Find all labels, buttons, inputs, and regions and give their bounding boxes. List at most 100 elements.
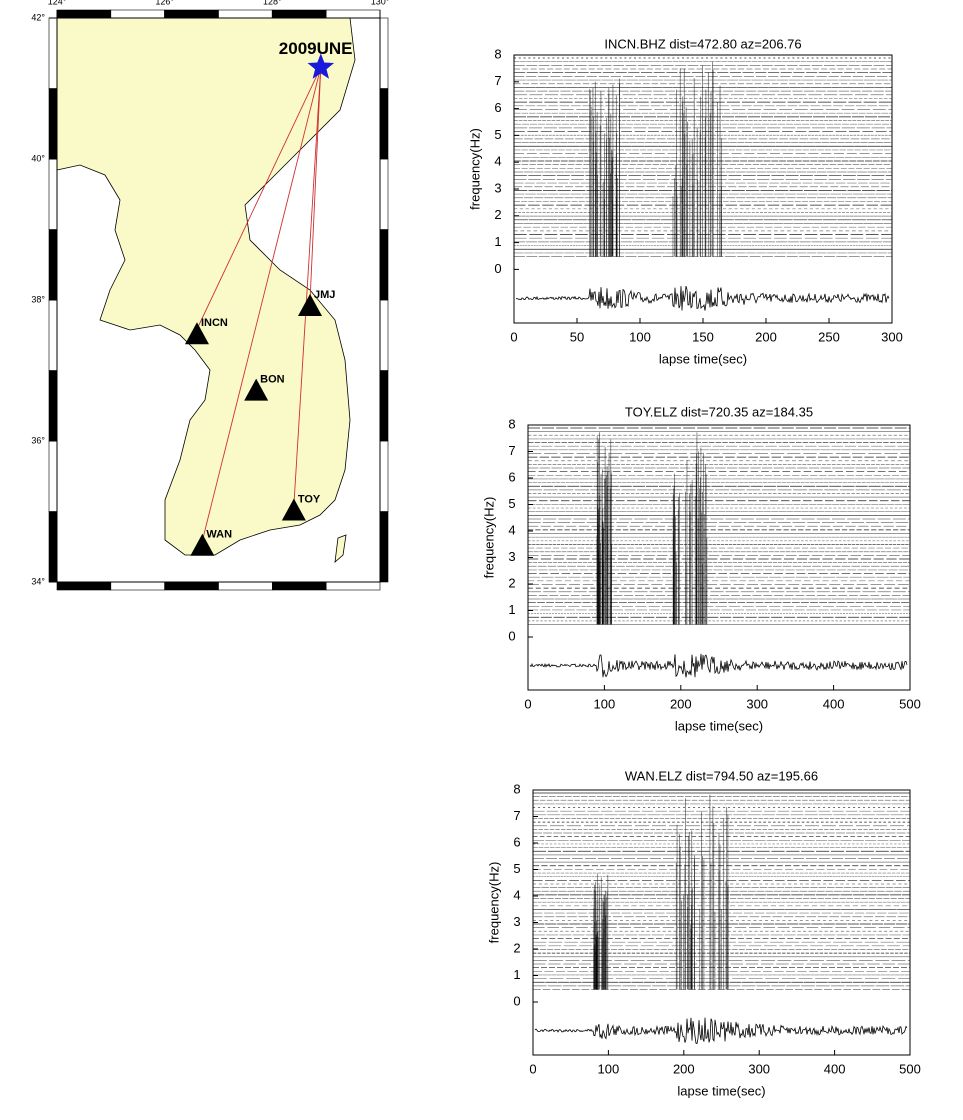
ray-path: [293, 67, 322, 506]
frame-bar: [110, 9, 165, 19]
x-tick-label: 300: [881, 329, 903, 344]
x-tick-label: 200: [755, 329, 777, 344]
y-tick-label: 2: [513, 940, 520, 955]
plot-frame: [527, 424, 911, 691]
frame-bar: [56, 9, 112, 19]
x-tick-label: 124°: [48, 0, 67, 6]
frame-bar: [110, 581, 165, 591]
y-tick-label: 36°: [31, 435, 45, 445]
x-axis-label: lapse time(sec): [675, 718, 763, 733]
x-tick-label: 126°: [155, 0, 174, 6]
ray-path: [309, 67, 322, 302]
y-tick-label: 3: [508, 549, 515, 564]
waveform: [534, 1017, 908, 1044]
island: [334, 534, 347, 563]
y-axis-label: frequency(Hz): [467, 128, 482, 210]
x-tick-label: 0: [529, 1061, 536, 1076]
frame-bar: [379, 229, 389, 301]
x-tick-label: 100: [598, 1061, 620, 1076]
frame-bar: [164, 581, 219, 591]
station-label: TOY: [298, 493, 321, 505]
frame-bar: [272, 9, 327, 19]
frame-bar: [48, 229, 58, 301]
station: [298, 294, 323, 317]
frame-bar: [272, 581, 327, 591]
frame-bar: [379, 511, 389, 583]
station: [190, 533, 215, 556]
panel-title: WAN.ELZ dist=794.50 az=195.66: [625, 768, 818, 783]
y-tick-label: 4: [508, 522, 515, 537]
frame-bar: [379, 158, 389, 230]
x-tick-label: 0: [510, 329, 517, 344]
y-tick-label: 3: [494, 180, 501, 195]
y-tick-label: 5: [508, 496, 515, 511]
frame-bar: [48, 158, 58, 230]
x-tick-label: 150: [692, 329, 714, 344]
y-tick-label: 5: [513, 861, 520, 876]
x-tick-label: 0: [524, 696, 531, 711]
frame-bar: [48, 17, 58, 89]
y-tick-label: 1: [494, 234, 501, 249]
y-tick-label: 7: [513, 808, 520, 823]
station-label: WAN: [206, 529, 232, 541]
y-tick-label: 7: [508, 443, 515, 458]
panel-title: TOY.ELZ dist=720.35 az=184.35: [625, 404, 813, 419]
frame-bar: [164, 9, 219, 19]
x-tick-label: 100: [629, 329, 651, 344]
x-tick-label: 400: [823, 696, 845, 711]
station-label: JMJ: [314, 289, 335, 301]
x-tick-label: 50: [570, 329, 584, 344]
waveform: [529, 653, 908, 678]
y-tick-label: 34°: [31, 576, 45, 586]
y-tick-label: 2: [494, 207, 501, 222]
frame-bar: [56, 581, 112, 591]
station: [281, 498, 306, 521]
frame-bar: [218, 9, 273, 19]
x-tick-label: 500: [899, 696, 921, 711]
frame-bar: [379, 17, 389, 89]
y-tick-label: 3: [513, 914, 520, 929]
frame-bar: [48, 299, 58, 371]
y-tick-label: 0: [508, 628, 515, 643]
x-tick-label: 130°: [371, 0, 390, 6]
y-axis-label: frequency(Hz): [481, 497, 496, 579]
y-tick-label: 8: [513, 781, 520, 796]
x-tick-label: 250: [818, 329, 840, 344]
frame-bar: [325, 9, 381, 19]
station: [244, 378, 269, 401]
event-label: 2009UNE: [279, 39, 353, 58]
y-axis-label: frequency(Hz): [486, 862, 501, 944]
frame-bar: [379, 88, 389, 160]
x-tick-label: 400: [824, 1061, 846, 1076]
x-axis-label: lapse time(sec): [659, 351, 747, 366]
y-tick-label: 40°: [31, 153, 45, 163]
frame-bar: [48, 511, 58, 583]
frame-bar: [48, 88, 58, 160]
x-axis-label: lapse time(sec): [677, 1083, 765, 1098]
y-tick-label: 38°: [31, 294, 45, 304]
y-tick-label: 42°: [31, 12, 45, 22]
y-tick-label: 8: [508, 416, 515, 431]
x-tick-label: 200: [670, 696, 692, 711]
y-tick-label: 8: [494, 46, 501, 61]
waveform: [515, 285, 890, 311]
ray-path: [201, 67, 322, 541]
panel-title: INCN.BHZ dist=472.80 az=206.76: [604, 36, 801, 51]
frame-bar: [379, 299, 389, 371]
y-tick-label: 0: [513, 993, 520, 1008]
x-tick-label: 128°: [263, 0, 282, 6]
y-tick-label: 5: [494, 127, 501, 142]
x-tick-label: 300: [748, 1061, 770, 1076]
x-tick-label: 200: [673, 1061, 695, 1076]
y-tick-label: 2: [508, 575, 515, 590]
frame-bar: [48, 370, 58, 442]
x-tick-label: 500: [899, 1061, 921, 1076]
frame-bar: [48, 440, 58, 512]
frame-bar: [325, 581, 381, 591]
x-tick-label: 300: [746, 696, 768, 711]
y-tick-label: 1: [508, 602, 515, 617]
plot-frame: [513, 54, 893, 324]
y-tick-label: 7: [494, 73, 501, 88]
y-tick-label: 1: [513, 967, 520, 982]
